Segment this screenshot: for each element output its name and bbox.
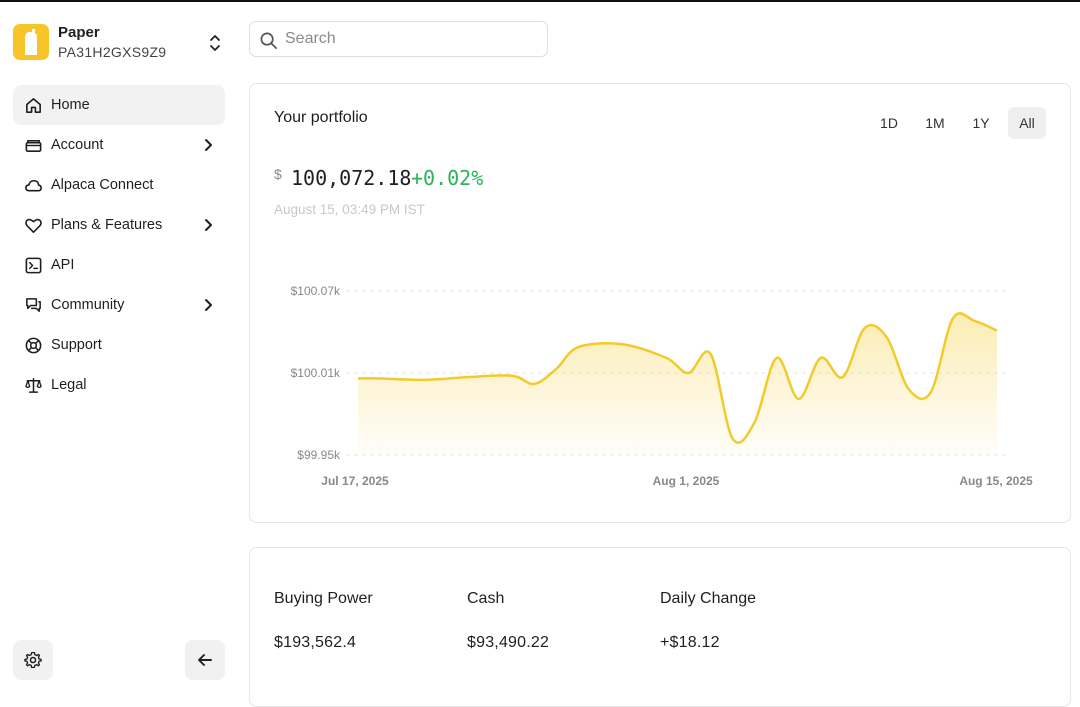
y-tick-label: $100.07k — [291, 284, 341, 298]
sidebar-item-label: Alpaca Connect — [51, 177, 153, 193]
sidebar-item-home[interactable]: Home — [13, 85, 225, 125]
y-tick-label: $99.95k — [297, 448, 341, 462]
portfolio-change-percent: +0.02% — [411, 166, 483, 190]
sidebar-item-label: Legal — [51, 377, 86, 393]
balances-card: Buying Power $193,562.4 Cash $93,490.22 … — [249, 547, 1071, 707]
sidebar-item-plans-features[interactable]: Plans & Features — [13, 205, 225, 245]
gear-icon — [24, 651, 42, 669]
x-tick-label: Aug 1, 2025 — [653, 474, 720, 488]
chevron-right-icon — [201, 138, 215, 152]
chevron-right-icon — [201, 218, 215, 232]
chat-icon — [24, 296, 43, 315]
settings-button[interactable] — [13, 640, 53, 680]
stat-cash: Cash $93,490.22 — [467, 590, 549, 652]
range-1y-button[interactable]: 1Y — [962, 107, 1000, 139]
search-icon — [259, 31, 278, 50]
heart-icon — [24, 216, 43, 235]
account-id: PA31H2GXS9Z9 — [58, 44, 166, 60]
portfolio-area-fill — [358, 313, 997, 455]
home-icon — [24, 96, 43, 115]
portfolio-chart[interactable]: $100.07k $100.01k $99.95k Jul 17, 2025 Aug 1… — [250, 234, 1070, 504]
terminal-icon — [24, 256, 43, 275]
y-tick-label: $100.01k — [291, 366, 341, 380]
sidebar-item-api[interactable]: API — [13, 245, 225, 285]
sidebar-item-community[interactable]: Community — [13, 285, 225, 325]
range-selector: 1D 1M 1Y All — [870, 107, 1046, 139]
range-1m-button[interactable]: 1M — [916, 107, 954, 139]
x-tick-label: Aug 15, 2025 — [959, 474, 1033, 488]
sidebar-item-legal[interactable]: Legal — [13, 365, 225, 405]
search-box[interactable] — [249, 21, 548, 57]
stat-label: Cash — [467, 590, 549, 608]
sidebar-item-label: Plans & Features — [51, 217, 162, 233]
sidebar-item-account[interactable]: Account — [13, 125, 225, 165]
stat-buying-power: Buying Power $193,562.4 — [274, 590, 373, 652]
range-all-button[interactable]: All — [1008, 107, 1046, 139]
currency-symbol: $ — [274, 166, 282, 182]
lifebuoy-icon — [24, 336, 43, 355]
x-tick-label: Jul 17, 2025 — [321, 474, 389, 488]
range-1d-button[interactable]: 1D — [870, 107, 908, 139]
scales-icon — [24, 376, 43, 395]
arrow-left-icon — [196, 651, 214, 669]
portfolio-value: 100,072.18 — [291, 166, 411, 190]
account-icon — [24, 136, 43, 155]
stat-label: Daily Change — [660, 590, 756, 608]
stat-daily-change: Daily Change +$18.12 — [660, 590, 756, 652]
stat-value: $193,562.4 — [274, 634, 373, 652]
chevron-up-down-icon[interactable] — [207, 32, 223, 54]
stat-label: Buying Power — [274, 590, 373, 608]
portfolio-timestamp: August 15, 03:49 PM IST — [274, 202, 425, 217]
sidebar-item-label: Support — [51, 337, 102, 353]
portfolio-title: Your portfolio — [274, 109, 368, 127]
sidebar-item-label: Account — [51, 137, 103, 153]
search-input[interactable] — [285, 22, 540, 56]
sidebar-item-label: Home — [51, 97, 90, 113]
stat-value: +$18.12 — [660, 634, 756, 652]
cloud-icon — [24, 176, 43, 195]
sidebar: Paper PA31H2GXS9Z9 Home Account — [0, 2, 240, 690]
portfolio-card: Your portfolio 1D 1M 1Y All $ 100,072.18… — [249, 83, 1071, 523]
collapse-sidebar-button[interactable] — [185, 640, 225, 680]
chevron-right-icon — [201, 298, 215, 312]
account-switcher[interactable]: Paper PA31H2GXS9Z9 — [13, 22, 233, 64]
sidebar-item-support[interactable]: Support — [13, 325, 225, 365]
alpaca-logo-icon — [13, 24, 49, 60]
account-name: Paper — [58, 24, 100, 41]
sidebar-item-label: API — [51, 257, 74, 273]
stat-value: $93,490.22 — [467, 634, 549, 652]
sidebar-nav: Home Account Alpaca Connect Plans & Feat… — [13, 85, 225, 405]
sidebar-item-label: Community — [51, 297, 124, 313]
sidebar-item-alpaca-connect[interactable]: Alpaca Connect — [13, 165, 225, 205]
